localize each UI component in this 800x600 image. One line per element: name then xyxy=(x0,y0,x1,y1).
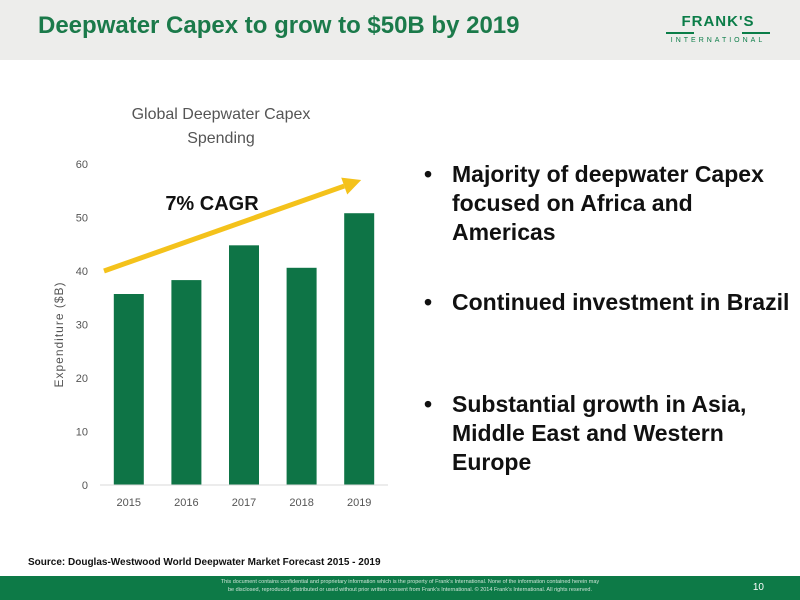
x-tick-label: 2017 xyxy=(232,497,256,509)
bullet-item: • Continued investment in Brazil xyxy=(420,288,790,317)
x-tick-label: 2019 xyxy=(347,497,371,509)
page-number: 10 xyxy=(752,582,764,593)
bullet-text: Majority of deepwater Capex focused on A… xyxy=(452,161,764,245)
logo-wordmark: FRANK'S xyxy=(681,13,755,30)
chart-title-line-1: Global Deepwater Capex xyxy=(132,106,311,123)
footer-bar: This document contains confidential and … xyxy=(0,576,800,600)
bar-2018 xyxy=(286,267,317,485)
logo-rule-right xyxy=(742,32,770,34)
y-tick-label: 0 xyxy=(82,480,88,492)
y-tick-label: 10 xyxy=(76,427,88,439)
page-title: Deepwater Capex to grow to $50B by 2019 xyxy=(38,12,520,39)
bullet-item: • Majority of deepwater Capex focused on… xyxy=(420,160,790,247)
bar-2015 xyxy=(113,294,144,485)
x-tick-label: 2018 xyxy=(289,497,313,509)
bar-2017 xyxy=(229,245,259,485)
header-bar: Deepwater Capex to grow to $50B by 2019 … xyxy=(0,0,800,60)
y-tick-label: 30 xyxy=(76,320,88,332)
bar-2019 xyxy=(344,213,375,485)
capex-bar-chart: Global Deepwater Capex Spending Expendit… xyxy=(52,106,388,509)
y-tick-label: 50 xyxy=(76,213,88,225)
y-tick-label: 20 xyxy=(76,373,88,385)
bullet-text: Substantial growth in Asia, Middle East … xyxy=(452,391,747,475)
logo-subtitle: INTERNATIONAL xyxy=(670,37,766,44)
y-axis-ticks: 0 10 20 30 40 50 60 xyxy=(76,159,88,492)
footer-disclaimer-line-1: This document contains confidential and … xyxy=(220,579,600,585)
y-tick-label: 60 xyxy=(76,159,88,171)
y-tick-label: 40 xyxy=(76,266,88,278)
bullet-text: Continued investment in Brazil xyxy=(452,289,790,315)
footer-disclaimer: This document contains confidential and … xyxy=(150,578,670,594)
source-note: Source: Douglas-Westwood World Deepwater… xyxy=(28,557,381,568)
logo-rule-left xyxy=(666,32,694,34)
chart-title: Global Deepwater Capex Spending xyxy=(132,106,311,147)
cagr-arrow xyxy=(103,177,362,274)
chart-title-line-2: Spending xyxy=(187,130,255,147)
arrow-head-icon xyxy=(341,177,362,195)
bar-2016 xyxy=(171,280,202,485)
arrow-shaft xyxy=(103,183,346,274)
bullet-dot-icon: • xyxy=(424,161,433,187)
footer-disclaimer-line-2: be disclosed, reproduced, distributed or… xyxy=(228,587,592,593)
bars xyxy=(113,213,375,485)
y-axis-label: Expenditure ($B) xyxy=(52,281,66,387)
x-tick-label: 2016 xyxy=(174,497,198,509)
bullet-item: • Substantial growth in Asia, Middle Eas… xyxy=(420,390,790,477)
franks-logo: FRANK'S INTERNATIONAL xyxy=(660,14,776,48)
x-axis-ticks: 2015 2016 2017 2018 2019 xyxy=(117,497,372,509)
bullet-dot-icon: • xyxy=(424,289,433,315)
x-tick-label: 2015 xyxy=(117,497,141,509)
cagr-annotation: 7% CAGR xyxy=(165,193,259,215)
bullet-dot-icon: • xyxy=(424,391,433,417)
